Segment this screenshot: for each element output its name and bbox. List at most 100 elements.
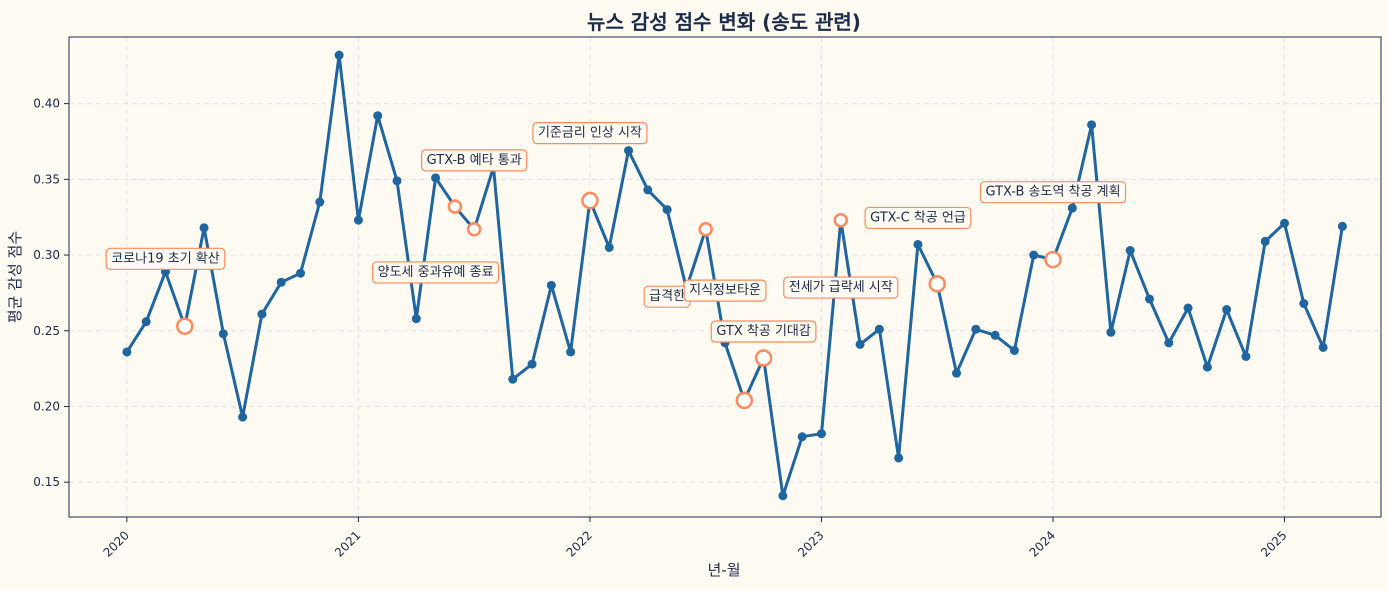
x-axis-label: 년-월: [707, 561, 740, 579]
annotation-marker: [447, 199, 463, 214]
data-point: [1144, 294, 1154, 304]
annotation-text: 코로나19 초기 확산: [111, 251, 220, 266]
chart-title: 뉴스 감성 점수 변화 (송도 관련): [587, 10, 861, 34]
data-point: [604, 242, 614, 252]
annotation-box: [105, 247, 226, 270]
data-point: [122, 347, 132, 357]
data-point: [431, 173, 441, 183]
data-point: [1241, 351, 1251, 361]
annotation-label: GTX-C 착공 언급: [864, 206, 972, 230]
data-point: [392, 176, 402, 186]
annotation-marker: [833, 212, 849, 228]
data-point: [218, 329, 228, 339]
y-axis: 0.15 0.20 0.25 0.30 0.35 0.40: [33, 97, 69, 489]
annotation-box: [421, 149, 528, 172]
data-point: [373, 111, 383, 121]
annotation-text: 양도세 중과유예 종료: [378, 265, 494, 280]
annotation-label: 급격한: [643, 285, 691, 308]
annotation-text: 지식정보타운: [689, 283, 761, 298]
data-point: [816, 429, 826, 439]
data-point: [546, 280, 556, 290]
annotation-label: 코로나19 초기 확산: [105, 247, 226, 270]
annotation-box: [532, 122, 648, 145]
data-point: [276, 277, 286, 287]
data-point: [1318, 342, 1328, 352]
annotation-text: 기준금리 인상 시작: [538, 126, 642, 141]
annotation-text: GTX-B 예타 통과: [427, 153, 522, 168]
data-point: [199, 223, 209, 233]
data-point: [855, 339, 865, 349]
data-point: [257, 309, 267, 319]
annotation-marker: [754, 349, 773, 367]
data-point: [1280, 218, 1290, 228]
data-point: [624, 146, 634, 156]
annotation-text: GTX-C 착공 언급: [870, 210, 966, 225]
y-axis-label: 평균 감성 점수: [6, 231, 24, 323]
x-axis: 2020 2021 2022 2023 2024 2025: [101, 517, 1290, 560]
data-point: [1125, 246, 1135, 256]
x-tick-label: 2023: [795, 528, 826, 559]
data-point: [141, 317, 151, 327]
data-point: [643, 185, 653, 195]
x-tick-label: 2024: [1027, 528, 1058, 559]
data-point: [566, 347, 576, 357]
data-point: [238, 412, 248, 422]
annotation-label: 양도세 중과유예 종료: [372, 261, 500, 284]
data-point: [990, 330, 1000, 340]
data-point: [411, 314, 421, 324]
annotation-box: [683, 279, 767, 302]
x-tick-label: 2020: [101, 528, 132, 559]
y-tick-label: 0.30: [33, 248, 60, 262]
annotation-box: [979, 181, 1127, 204]
annotation-box: [783, 276, 899, 299]
annotation-text: GTX 착공 기대감: [716, 324, 811, 339]
data-point: [315, 197, 325, 207]
y-tick-label: 0.40: [33, 97, 60, 111]
series-layer: [122, 50, 1347, 501]
data-point: [1029, 250, 1039, 260]
data-point: [353, 215, 363, 225]
y-tick-label: 0.25: [33, 324, 60, 338]
data-point: [797, 432, 807, 442]
data-point: [1067, 203, 1077, 213]
x-tick-label: 2021: [332, 528, 363, 559]
annotation-box: [864, 206, 972, 230]
grid-lines: [69, 37, 1381, 517]
data-point: [1183, 303, 1193, 313]
annotation-box: [710, 320, 817, 343]
data-point: [913, 239, 923, 249]
annotation-marker: [735, 391, 754, 410]
data-point: [874, 324, 884, 334]
y-tick-label: 0.20: [33, 399, 60, 413]
data-point: [1164, 338, 1174, 348]
data-point: [1337, 221, 1347, 231]
plot-area: [68, 36, 1382, 518]
data-point: [296, 268, 306, 278]
annotation-marker: [466, 222, 482, 237]
data-point: [508, 374, 518, 384]
annotation-marker: [1044, 250, 1062, 269]
annotation-text: 전세가 급락세 시작: [789, 280, 893, 295]
x-tick-label: 2025: [1258, 528, 1289, 559]
annotation-box: [372, 261, 500, 284]
data-point: [662, 205, 672, 215]
annotation-text: 급격한: [649, 289, 685, 304]
x-tick-label: 2022: [564, 528, 595, 559]
annotation-marker: [581, 191, 599, 210]
data-point: [1087, 120, 1097, 130]
annotation-text: GTX-B 송도역 착공 계획: [985, 185, 1120, 200]
annotation-label: 전세가 급락세 시작: [783, 276, 899, 299]
annotation-marker: [698, 222, 713, 237]
data-point: [894, 453, 904, 463]
annotation-label: GTX 착공 기대감: [710, 320, 817, 343]
series-line: [125, 53, 1344, 498]
data-point: [778, 491, 788, 501]
data-point: [1009, 345, 1019, 355]
annotation-label: GTX-B 송도역 착공 계획: [979, 181, 1127, 204]
annotation-label: GTX-B 예타 통과: [421, 149, 528, 172]
annotation-marker: [176, 317, 194, 335]
data-point: [334, 50, 344, 60]
